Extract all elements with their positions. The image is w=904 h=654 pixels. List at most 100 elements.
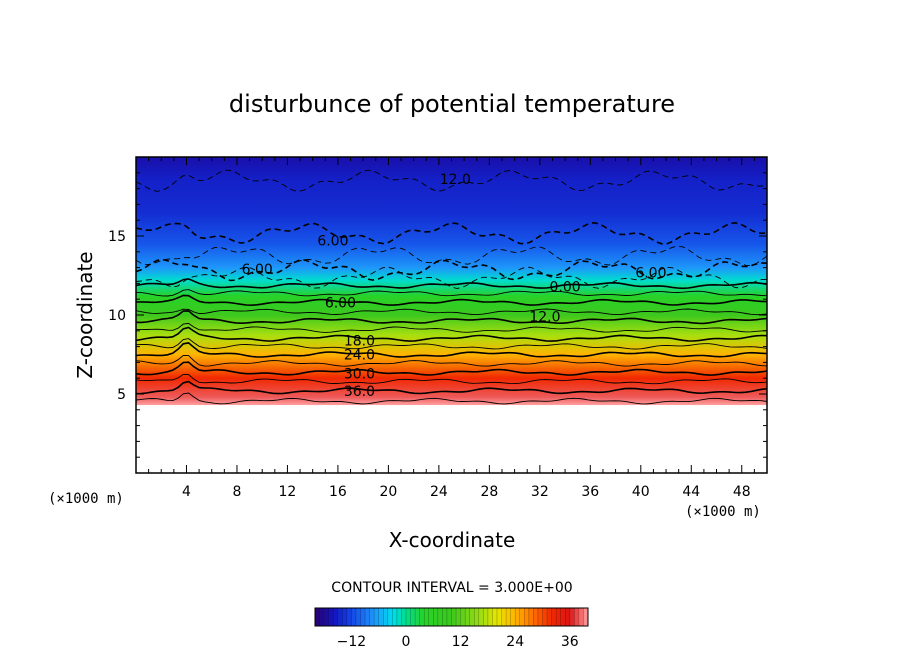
colorbar-frame (314, 607, 589, 627)
contour-line (136, 308, 767, 316)
colorbar-cell (383, 608, 389, 626)
colorbar-cell (578, 608, 584, 626)
y-tick-label: 10 (108, 308, 126, 324)
colorbar-cell (446, 608, 452, 626)
contour-labels: 12.0 6.00 6.00 6.00 0.00 6.00 12.0 18.024.0 30.0… (242, 172, 667, 400)
colorbar-cell (315, 608, 320, 626)
colorbar-cell (387, 608, 393, 626)
colorbar-cell (369, 608, 375, 626)
x-tick-label: 28 (480, 484, 498, 500)
colorbar-ticks: −12 0 12 24 36 (337, 634, 579, 650)
contour-line (136, 266, 767, 289)
contour-label: 36.0 (344, 384, 375, 400)
colorbar-cell (333, 608, 339, 626)
colorbar-cell (346, 608, 352, 626)
x-axis-unit: (×1000 m) (685, 504, 761, 520)
colorbar-cell (487, 608, 493, 626)
colorbar-cell (492, 608, 498, 626)
colorbar-cell (415, 608, 420, 626)
colorbar-cell (392, 608, 398, 626)
x-tick-label: 44 (682, 484, 700, 500)
colorbar-cell (465, 608, 470, 626)
colorbar-cell (565, 608, 571, 626)
contour-line (136, 294, 767, 307)
colorbar-cell (551, 608, 557, 626)
colorbar-cell (574, 608, 580, 626)
contour-line (136, 338, 767, 350)
contour-line (136, 373, 767, 385)
colorbar-cell (506, 608, 511, 626)
contour-label: 0.00 (550, 280, 581, 296)
contour-label: 6.00 (635, 265, 666, 281)
colorbar-cell (442, 608, 448, 626)
colorbar-cell (547, 608, 552, 626)
x-tick-label: 8 (232, 484, 241, 500)
colorbar-cell (328, 608, 334, 626)
colorbar-cell (583, 608, 589, 626)
colorbar-cell (556, 608, 561, 626)
colorbar-cell (360, 608, 366, 626)
colorbar-cell (424, 608, 430, 626)
contour-line (136, 380, 767, 395)
colorbar-cell (519, 608, 525, 626)
colorbar-cell (410, 608, 416, 626)
contour-label: 18.0 (344, 333, 375, 349)
contour-line (136, 310, 767, 325)
contour-line (136, 221, 767, 245)
colorbar-cell (319, 608, 325, 626)
contour-line (136, 392, 767, 405)
contour-line (136, 289, 767, 297)
colorbar-cell (510, 608, 516, 626)
x-tick-label: 32 (531, 484, 549, 500)
colorbar-cell (342, 608, 348, 626)
colorbar-tick-label: 12 (452, 634, 470, 650)
colorbar-cell (483, 608, 489, 626)
contour-interval-text: CONTOUR INTERVAL = 3.000E+00 (331, 580, 572, 596)
colorbar-cell (355, 608, 361, 626)
colorbar-cell (460, 608, 466, 626)
contour-label: 24.0 (344, 348, 375, 364)
colorbar-tick-label: −12 (337, 634, 367, 650)
y-axis-title: Z-coordinate (73, 251, 97, 378)
colorbar-cell (497, 608, 502, 626)
colorbar-cell (378, 608, 384, 626)
contour-line (136, 355, 767, 367)
colorbar-cells (314, 608, 589, 626)
colorbar-cell (528, 608, 534, 626)
contour-line (136, 342, 767, 358)
x-axis-ticks: 4 8 12 16 20 24 28 32 36 40 44 48 (148, 157, 755, 500)
colorbar-tick-label: 36 (561, 634, 579, 650)
colorbar-cell (537, 608, 543, 626)
colorbar-cell (469, 608, 475, 626)
x-tick-label: 40 (632, 484, 650, 500)
colorbar-cell (560, 608, 566, 626)
x-tick-label: 4 (182, 484, 191, 500)
colorbar-cell (365, 608, 370, 626)
colorbar: −12 0 12 24 36 (314, 607, 589, 650)
contour-line (136, 326, 767, 342)
x-tick-label: 48 (733, 484, 751, 500)
y-axis-unit: (×1000 m) (48, 491, 124, 507)
chart-title: disturbunce of potential temperature (229, 90, 675, 118)
colorbar-cell (569, 608, 575, 626)
x-tick-label: 20 (379, 484, 397, 500)
x-tick-label: 36 (581, 484, 599, 500)
colorbar-cell (324, 608, 329, 626)
contour-line (136, 169, 767, 192)
contour-label: 6.00 (317, 234, 348, 250)
colorbar-cell (542, 608, 548, 626)
contour-line (136, 278, 767, 290)
colorbar-tick-label: 24 (506, 634, 524, 650)
colorbar-cell (406, 608, 411, 626)
colorbar-cell (456, 608, 461, 626)
colorbar-cell (428, 608, 434, 626)
contour-label: 30.0 (344, 367, 375, 383)
x-axis-title: X-coordinate (389, 528, 516, 552)
colorbar-cell (524, 608, 530, 626)
contour-label: 12.0 (529, 310, 560, 326)
y-axis-ticks: 5 10 15 (108, 172, 767, 458)
colorbar-cell (351, 608, 357, 626)
colorbar-cell (396, 608, 402, 626)
colorbar-cell (515, 608, 521, 626)
contour-line (136, 322, 767, 333)
